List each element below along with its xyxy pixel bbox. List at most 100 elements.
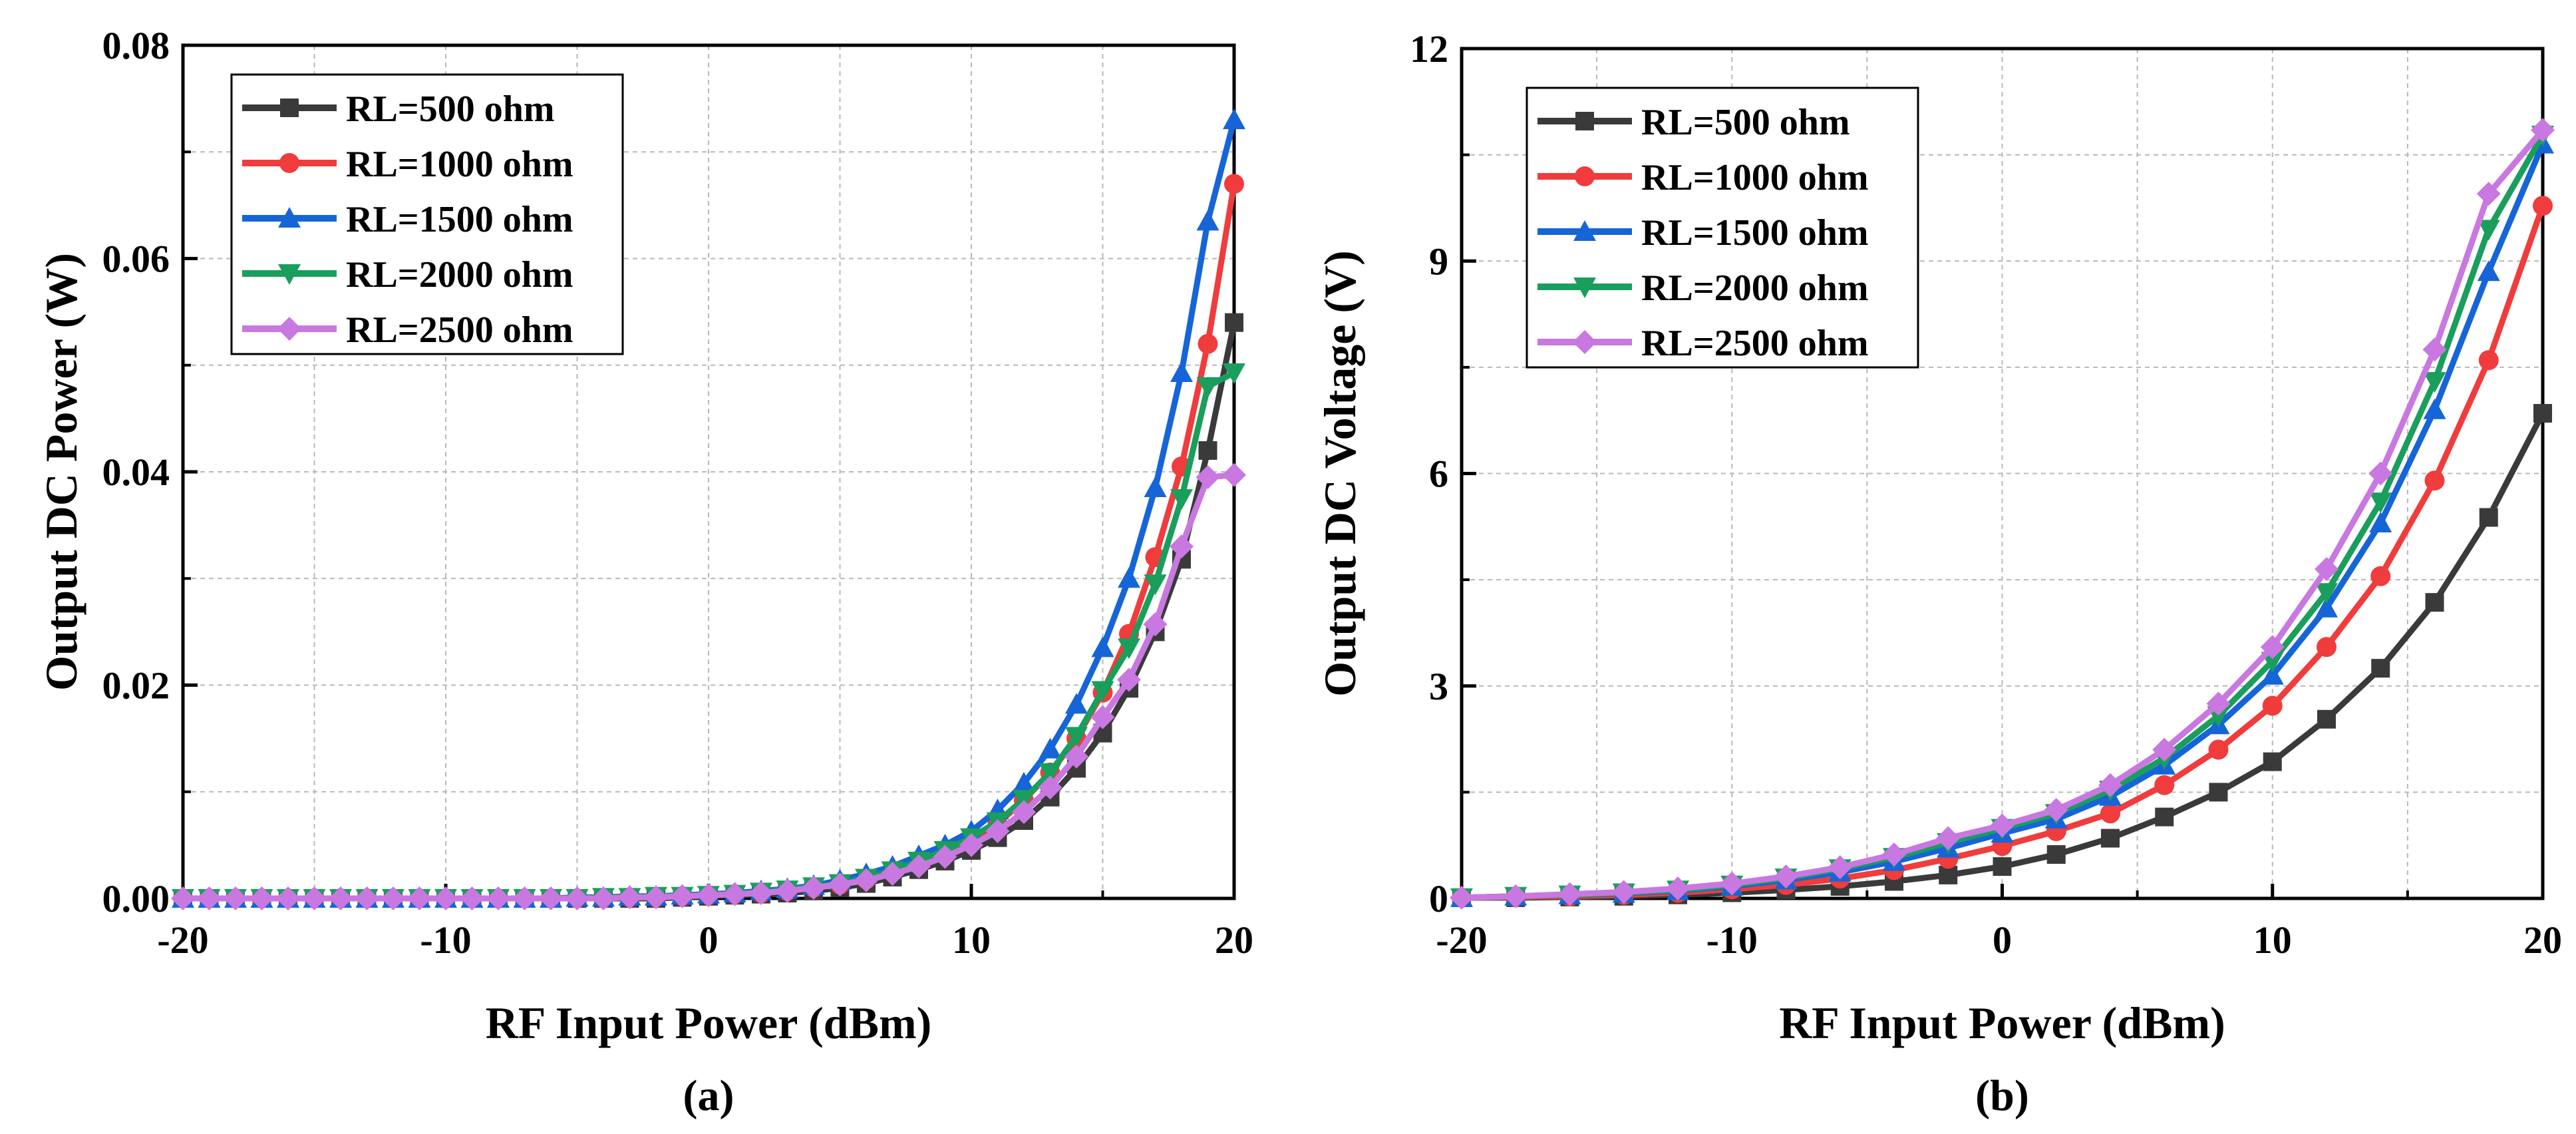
data-point [2208, 739, 2229, 760]
data-point [907, 854, 931, 878]
data-point [1196, 465, 1220, 490]
data-point [2477, 260, 2500, 282]
x-tick-label: 20 [1215, 918, 1253, 962]
x-tick-label: 20 [2523, 918, 2562, 962]
data-point [276, 886, 300, 910]
data-point [2477, 220, 2500, 241]
data-point [1144, 574, 1167, 596]
data-point [1611, 880, 1636, 904]
data-point [933, 845, 957, 869]
legend-label: RL=2000 ohm [346, 254, 573, 295]
data-point [1223, 108, 1245, 130]
x-axis-title: RF Input Power (dBm) [486, 998, 932, 1048]
data-point [1936, 826, 1961, 850]
data-point [2370, 566, 2391, 586]
data-point [2044, 797, 2068, 822]
data-point [1225, 313, 1243, 332]
legend-marker [279, 153, 299, 173]
data-point [2260, 635, 2285, 660]
chart-panel-b: -20 -10 0 10 20 0 3 6 9 12 RF Input Power (dBm) Out… [1315, 27, 2562, 1120]
data-point [407, 886, 432, 910]
data-point [2154, 775, 2175, 795]
data-point [775, 878, 800, 903]
data-point [2315, 557, 2338, 582]
data-point [697, 883, 721, 908]
legend-marker [278, 207, 301, 228]
data-point [2369, 492, 2392, 514]
panel-label: (b) [1975, 1071, 2029, 1120]
data-point [434, 886, 458, 910]
data-point [2368, 461, 2393, 486]
legend-label: RL=2500 ohm [346, 309, 573, 351]
y-tick-label: 12 [1410, 27, 1448, 71]
x-tick-label: 0 [1993, 918, 2012, 962]
data-point [802, 875, 826, 900]
data-point [1666, 876, 1690, 901]
data-point [2422, 337, 2447, 362]
y-axis-title: Output DC Power (W) [36, 253, 86, 691]
data-point [2206, 691, 2231, 716]
data-point [1170, 361, 1193, 382]
data-point [1091, 636, 1114, 658]
data-point [512, 886, 537, 910]
legend-box [230, 73, 624, 355]
data-point [1064, 744, 1088, 769]
legend-label: RL=500 ohm [346, 89, 555, 130]
data-point [2531, 118, 2555, 142]
data-point [1012, 800, 1036, 825]
data-point [1117, 667, 1141, 692]
legend-label: RL=1000 ohm [346, 144, 573, 185]
data-point [539, 886, 563, 910]
data-point [460, 886, 484, 910]
data-point [1013, 771, 1035, 793]
y-axis-title: Output DC Voltage (V) [1315, 250, 1365, 697]
data-point [828, 872, 852, 897]
data-point [224, 886, 247, 910]
data-point [644, 885, 668, 910]
legend-marker [277, 317, 301, 341]
y-tick-label: 3 [1429, 665, 1448, 708]
data-point [302, 886, 327, 910]
data-point [2423, 398, 2446, 419]
legend: RL=500 ohm RL=1000 ohm RL=1500 ohm RL=2000 … [230, 73, 624, 355]
legend-label: RL=500 ohm [1641, 102, 1850, 143]
data-point [1091, 681, 1114, 702]
data-point [1224, 174, 1244, 194]
data-point [1090, 705, 1115, 729]
data-point [2263, 752, 2282, 771]
data-point [1557, 882, 1582, 906]
y-tick-label: 9 [1429, 240, 1448, 283]
data-point [670, 884, 695, 908]
data-point [171, 886, 195, 910]
data-point [749, 880, 773, 905]
legend-marker [278, 264, 301, 285]
legend-marker [280, 98, 299, 117]
data-point [2476, 182, 2501, 206]
data-point [2425, 593, 2444, 612]
data-point [1118, 567, 1140, 588]
data-point [959, 833, 983, 857]
y-tick-label: 0.06 [102, 238, 170, 281]
series-rl-2500-ohm [171, 463, 1246, 910]
data-point [486, 886, 510, 910]
x-tick-label: -20 [1436, 918, 1487, 962]
data-point [2262, 695, 2283, 716]
data-point [723, 882, 747, 906]
x-tick-label: -20 [157, 918, 208, 962]
data-point [2478, 350, 2499, 371]
data-point [1039, 737, 1062, 759]
data-point [1882, 843, 1906, 867]
data-point [2100, 803, 2120, 824]
data-point [1993, 857, 2012, 876]
data-point [1222, 463, 1246, 487]
data-point [2315, 596, 2338, 618]
data-point [1118, 638, 1140, 660]
data-point [197, 886, 222, 910]
data-point [2098, 773, 2122, 797]
data-point [1038, 775, 1062, 800]
data-point [1720, 871, 1744, 896]
chart-panel-a: -20 -10 0 10 20 0.00 0.02 0.04 0.06 0.08 RF Input … [36, 24, 1253, 1120]
data-point [1170, 489, 1193, 510]
data-point [2479, 508, 2498, 527]
